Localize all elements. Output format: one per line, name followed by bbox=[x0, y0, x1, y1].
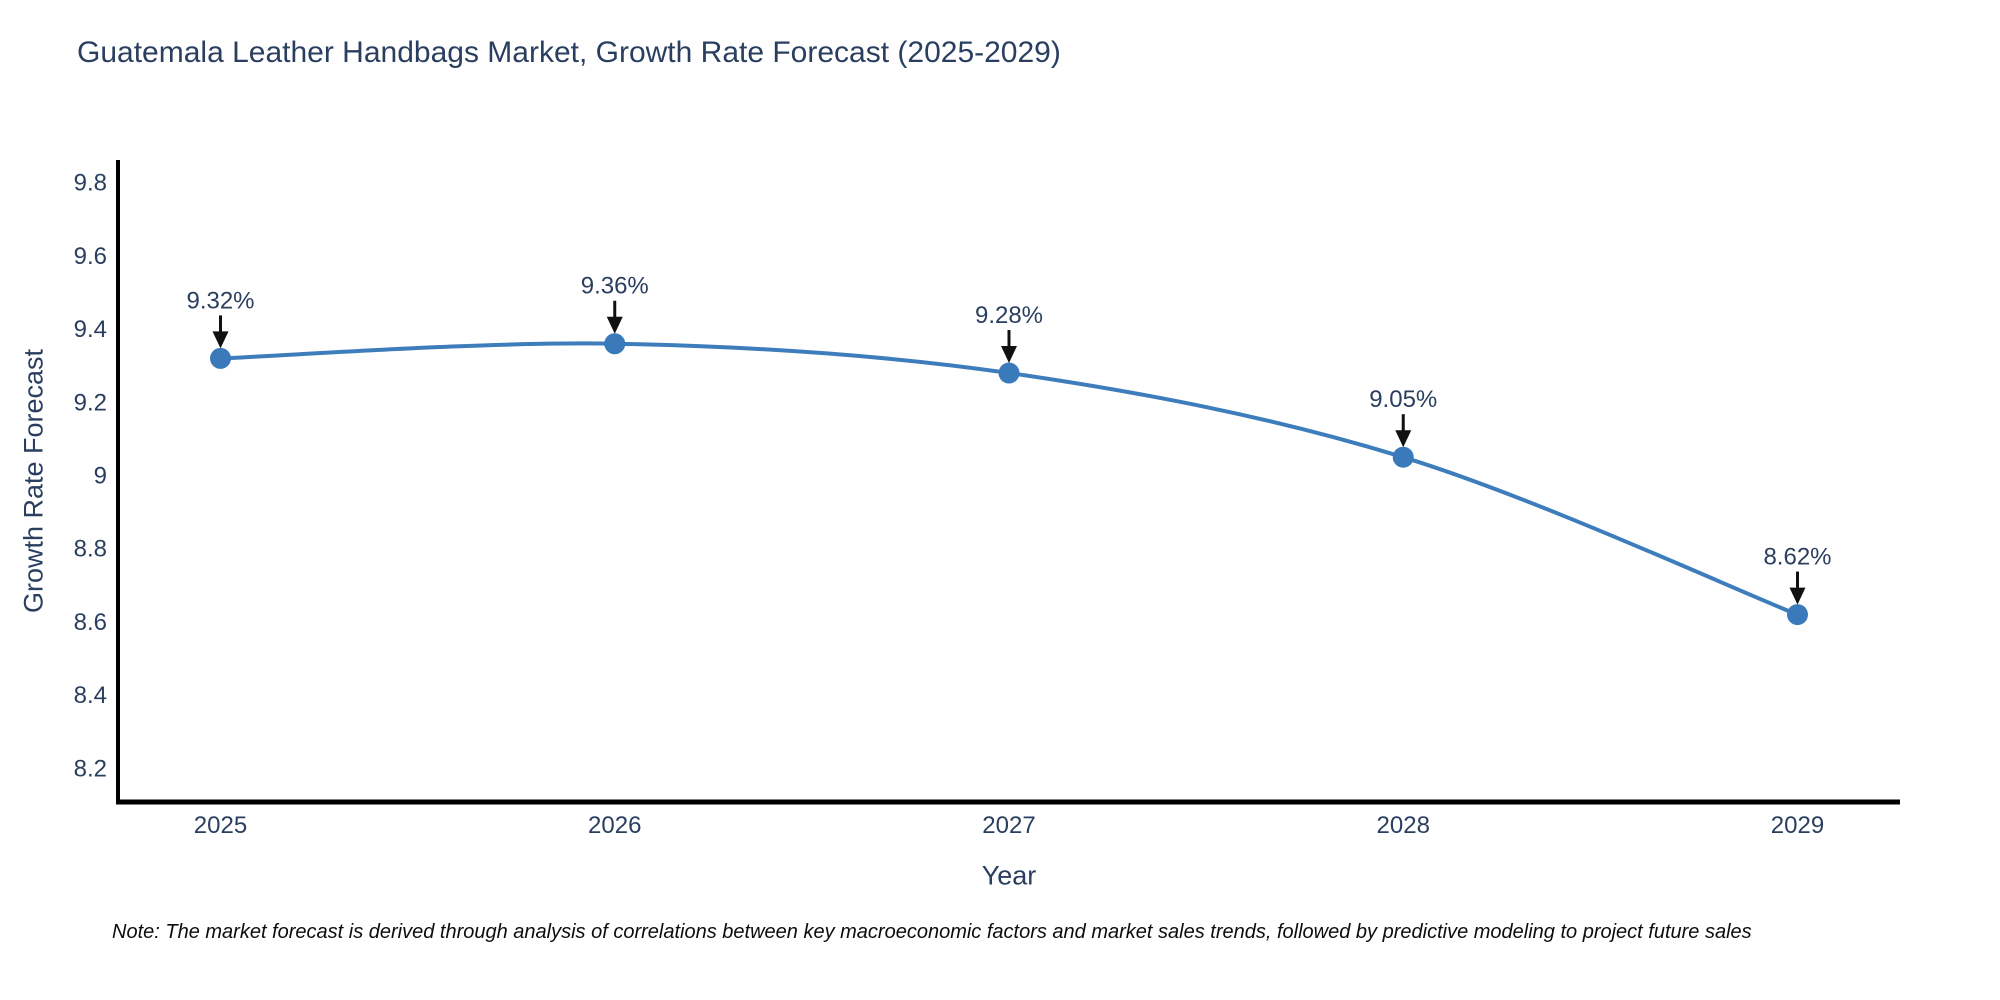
x-tick-label: 2027 bbox=[982, 812, 1035, 839]
y-axis-title: Growth Rate Forecast bbox=[18, 348, 49, 614]
data-point-label: 8.62% bbox=[1763, 544, 1831, 571]
chart-title: Guatemala Leather Handbags Market, Growt… bbox=[77, 36, 1061, 69]
data-point-marker bbox=[1786, 604, 1808, 626]
annotation-arrowhead bbox=[212, 331, 229, 349]
y-tick-label: 9.4 bbox=[74, 316, 107, 343]
y-tick-label: 9.2 bbox=[74, 389, 107, 416]
annotation-arrowhead bbox=[1789, 587, 1806, 605]
x-tick-label: 2029 bbox=[1771, 812, 1824, 839]
chart-note: Note: The market forecast is derived thr… bbox=[112, 921, 1752, 943]
data-point-marker bbox=[210, 347, 232, 369]
y-tick-label: 9.6 bbox=[74, 243, 107, 270]
x-axis-title: Year bbox=[981, 860, 1037, 891]
growth-rate-line-series bbox=[218, 341, 1800, 617]
annotation-arrowhead bbox=[1395, 430, 1412, 448]
y-tick-label: 9.8 bbox=[74, 170, 107, 197]
data-point-label: 9.32% bbox=[186, 287, 254, 314]
x-tick-label: 2026 bbox=[588, 812, 641, 839]
y-tick-label: 8.8 bbox=[74, 536, 107, 563]
data-point-marker bbox=[998, 362, 1020, 384]
y-tick-label: 8.6 bbox=[74, 609, 107, 636]
y-tick-label: 8.2 bbox=[74, 755, 107, 782]
data-point-label: 9.05% bbox=[1369, 386, 1437, 413]
x-tick-label: 2025 bbox=[194, 812, 247, 839]
x-tick-label: 2028 bbox=[1377, 812, 1430, 839]
data-point-label: 9.28% bbox=[975, 302, 1043, 329]
data-point-marker bbox=[1392, 446, 1414, 468]
y-tick-label: 9 bbox=[94, 463, 107, 490]
annotation-arrowhead bbox=[1001, 346, 1017, 364]
annotation-arrowhead bbox=[606, 316, 623, 334]
data-point-label: 9.36% bbox=[581, 273, 649, 300]
data-point-marker bbox=[604, 333, 626, 355]
y-tick-label: 8.4 bbox=[74, 682, 107, 709]
